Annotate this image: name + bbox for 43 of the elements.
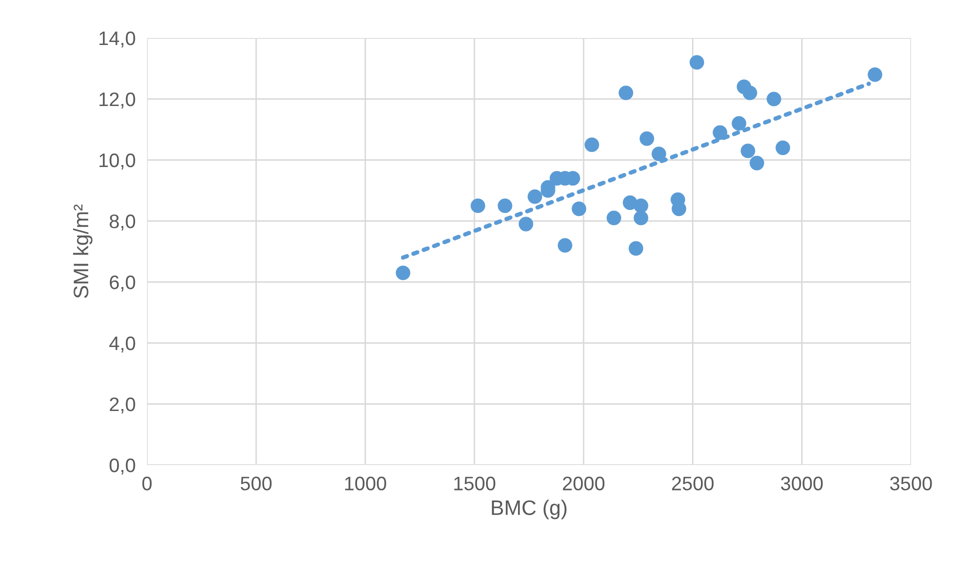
x-tick-label: 1000 bbox=[345, 476, 386, 490]
point bbox=[618, 86, 634, 100]
point bbox=[396, 266, 410, 280]
x-tick-label: 2000 bbox=[562, 476, 604, 490]
point bbox=[572, 202, 586, 216]
point bbox=[750, 156, 764, 170]
x-tick-label: 1500 bbox=[454, 476, 496, 490]
x-axis-title: BMC (g) bbox=[492, 500, 566, 520]
point bbox=[690, 55, 704, 70]
y-tick-label: 4,0 bbox=[109, 336, 136, 353]
point bbox=[584, 137, 600, 152]
y-axis-title: SMI kg/m² bbox=[73, 204, 92, 298]
point bbox=[868, 67, 882, 82]
point bbox=[518, 216, 534, 232]
x-tick-label: 0 bbox=[142, 476, 152, 490]
y-tick-label: 2,0 bbox=[110, 397, 136, 414]
y-tick-label: 8,0 bbox=[110, 214, 136, 231]
point bbox=[652, 146, 666, 162]
point bbox=[628, 241, 644, 256]
point bbox=[470, 198, 486, 214]
y-tick-label: 0,0 bbox=[110, 458, 136, 475]
point bbox=[634, 210, 648, 226]
x-tick-label: 3000 bbox=[780, 476, 823, 490]
point bbox=[606, 210, 622, 226]
point bbox=[672, 202, 686, 216]
point bbox=[766, 92, 782, 106]
point bbox=[712, 125, 728, 140]
y-tick-label: 14,0 bbox=[100, 31, 136, 48]
point bbox=[634, 198, 648, 214]
x-tick-label: 3500 bbox=[890, 476, 932, 490]
point bbox=[640, 131, 654, 146]
point bbox=[740, 144, 756, 158]
point bbox=[776, 140, 790, 156]
y-tick-label: 10,0 bbox=[100, 153, 136, 170]
x-tick-label: 2500 bbox=[672, 476, 714, 490]
x-tick-label: 500 bbox=[240, 476, 272, 490]
y-tick-label: 6,0 bbox=[110, 275, 136, 292]
point bbox=[498, 198, 512, 214]
y-tick-label: 12,0 bbox=[100, 92, 136, 109]
point bbox=[732, 116, 746, 131]
point bbox=[528, 189, 542, 204]
point bbox=[558, 238, 572, 253]
point bbox=[742, 86, 758, 100]
